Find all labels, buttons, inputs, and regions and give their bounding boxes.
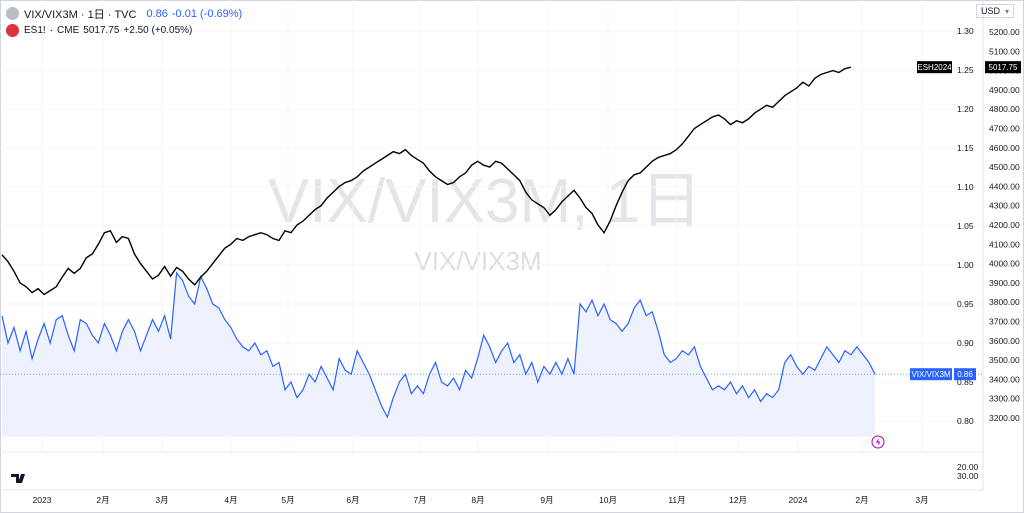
x-tick-label: 11月	[668, 495, 685, 505]
currency-selector[interactable]: USD ▾	[975, 4, 1014, 18]
ratio-tick-label: 0.80	[957, 416, 974, 426]
es-tick-label: 3900.00	[989, 278, 1020, 288]
series-layer	[1, 66, 876, 437]
ratio-series-line[interactable]	[1, 271, 876, 419]
ratio-symbol-tag: VIX/VIX3M	[910, 368, 952, 381]
legend-compare-row[interactable]: ES1! · CME 5017.75 +2.50 (+0.05%)	[6, 22, 246, 39]
es-tick-label: 3700.00	[989, 317, 1020, 327]
alert-icon[interactable]	[871, 435, 885, 449]
es-tick-label: 4500.00	[989, 162, 1020, 172]
es-tick-label: 4400.00	[989, 181, 1020, 191]
es-tick-label: 4300.00	[989, 201, 1020, 211]
ratio-tick-label: 1.10	[957, 182, 974, 192]
x-tick-label: 2月	[96, 495, 109, 505]
legend-compare-separator: ·	[49, 25, 54, 36]
es-tick-label: 4200.00	[989, 220, 1020, 230]
volume-tick-label: 30.00	[957, 471, 979, 481]
es-last-value-text: 5017.75	[989, 63, 1018, 72]
es-tick-label: 4700.00	[989, 124, 1020, 134]
ratio-tick-label: 1.20	[957, 104, 974, 114]
x-tick-label: 2月	[855, 495, 868, 505]
es-tick-label: 3600.00	[989, 336, 1020, 346]
es-symbol-tag-text: ESH2024	[917, 63, 952, 72]
legend-main-row[interactable]: VIX/VIX3M · 1日 · TVC 0.86 -0.01 (-0.69%)	[6, 5, 246, 22]
x-tick-label: 9月	[540, 495, 553, 505]
x-tick-label: 10月	[599, 495, 617, 505]
ratio-last-value-badge: 0.86	[954, 368, 976, 381]
es-tick-label: 4900.00	[989, 85, 1020, 95]
ratio-area-fill	[2, 272, 875, 437]
ratio-tick-label: 0.90	[957, 338, 974, 348]
legend-compare-exchange: CME	[57, 25, 80, 36]
es-tick-label: 5100.00	[989, 46, 1020, 56]
es-tick-label: 3500.00	[989, 355, 1020, 365]
es-tick-label: 3300.00	[989, 394, 1020, 404]
ratio-tick-label: 0.95	[957, 299, 974, 309]
legend-main-value: 0.86	[146, 7, 168, 20]
legend-main-change: -0.01 (-0.69%)	[171, 7, 243, 20]
ratio-last-value-text: 0.86	[957, 370, 973, 379]
x-tick-label: 5月	[281, 495, 294, 505]
x-tick-label: 12月	[729, 495, 747, 505]
ratio-tick-label: 1.25	[957, 65, 974, 75]
es-tick-label: 4600.00	[989, 143, 1020, 153]
ratio-tick-label: 1.30	[957, 26, 974, 36]
x-tick-label: 2023	[33, 495, 52, 505]
es-symbol-tag: ESH2024	[917, 61, 952, 74]
es-tick-label: 4100.00	[989, 239, 1020, 249]
es-tick-label: 4000.00	[989, 259, 1020, 269]
ratio-tick-label: 1.00	[957, 260, 974, 270]
ratio-symbol-tag-text: VIX/VIX3M	[911, 370, 950, 379]
es-tick-label: 3200.00	[989, 413, 1020, 423]
x-tick-label: 8月	[471, 495, 484, 505]
legend-main-title[interactable]: VIX/VIX3M · 1日 · TVC	[24, 8, 137, 21]
es-tick-label: 3800.00	[989, 297, 1020, 307]
legend-compare-symbol[interactable]: ES1!	[24, 25, 46, 36]
legend-compare-value: 5017.75	[83, 25, 120, 36]
price-labels: ESH2024 5017.75 VIX/VIX3M 0.86	[0, 61, 1021, 381]
chevron-down-icon: ▾	[1004, 7, 1009, 16]
es-tick-label: 5200.00	[989, 27, 1020, 37]
x-tick-label: 3月	[155, 495, 168, 505]
volume-tick-label: 20.00	[957, 462, 979, 472]
axes[interactable]: 2023 2月 3月 4月 5月 6月 7月 8月 9月 10月 11月 12月 2024 2月 3月 1.3…	[33, 26, 1020, 505]
symbol-logo-icon	[6, 7, 19, 20]
legend-compare-change: +2.50 (+0.05%)	[123, 25, 193, 36]
watermark: VIX/VIX3M, 1日 VIX/VIX3M	[268, 167, 702, 276]
currency-label: USD	[980, 6, 1000, 16]
x-tick-label: 3月	[915, 495, 928, 505]
legend: VIX/VIX3M · 1日 · TVC 0.86 -0.01 (-0.69%)…	[6, 5, 246, 39]
cme-logo-icon	[6, 24, 19, 37]
x-tick-label: 7月	[413, 495, 426, 505]
es-tick-label: 3400.00	[989, 374, 1020, 384]
x-tick-label: 2024	[789, 495, 808, 505]
x-tick-label: 6月	[346, 495, 359, 505]
tradingview-logo[interactable]	[11, 474, 25, 483]
ratio-tick-label: 1.05	[957, 221, 974, 231]
es-tick-label: 4800.00	[989, 104, 1020, 114]
ratio-tick-label: 0.85	[957, 377, 974, 387]
es-last-value-badge: 5017.75	[985, 61, 1021, 74]
es-series-line[interactable]	[1, 66, 852, 296]
x-tick-label: 4月	[224, 495, 237, 505]
ratio-tick-label: 1.15	[957, 143, 974, 153]
